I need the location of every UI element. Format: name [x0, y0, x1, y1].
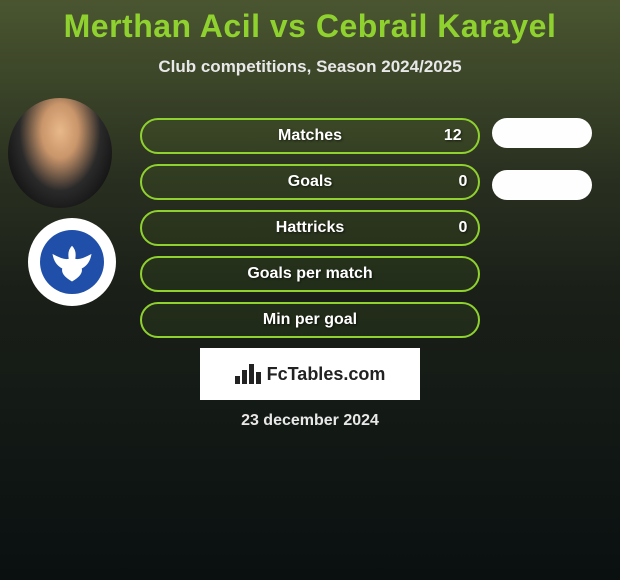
stat-value: 12: [444, 127, 462, 145]
stat-label: Min per goal: [263, 311, 357, 329]
stat-row: Hattricks 0: [140, 210, 480, 246]
player2-avatar: [28, 218, 116, 306]
stat-label: Goals per match: [247, 265, 372, 283]
date-text: 23 december 2024: [0, 412, 620, 430]
page-subtitle: Club competitions, Season 2024/2025: [0, 57, 620, 77]
eagle-icon: [46, 236, 98, 288]
stat-row: Matches 12: [140, 118, 480, 154]
fctables-label: FcTables.com: [267, 364, 386, 385]
bar-chart-icon: [235, 364, 261, 384]
stat-label: Goals: [288, 173, 332, 191]
stat-row: Goals 0: [140, 164, 480, 200]
stat-value: 0: [459, 219, 468, 237]
stat-row: Goals per match: [140, 256, 480, 292]
fctables-branding: FcTables.com: [200, 348, 420, 400]
avatars-column: [8, 98, 116, 306]
side-pill: [492, 170, 592, 200]
stat-label: Matches: [278, 127, 342, 145]
stat-label: Hattricks: [276, 219, 344, 237]
side-pill: [492, 118, 592, 148]
stat-bars-area: Matches 12 Goals 0 Hattricks 0 Goals per match…: [140, 118, 480, 348]
club-eagle-icon: [40, 230, 104, 294]
player1-avatar: [8, 98, 112, 208]
side-pills-column: [492, 118, 592, 222]
stat-row: Min per goal: [140, 302, 480, 338]
stat-value: 0: [459, 173, 468, 191]
page-title: Merthan Acil vs Cebrail Karayel: [0, 0, 620, 45]
